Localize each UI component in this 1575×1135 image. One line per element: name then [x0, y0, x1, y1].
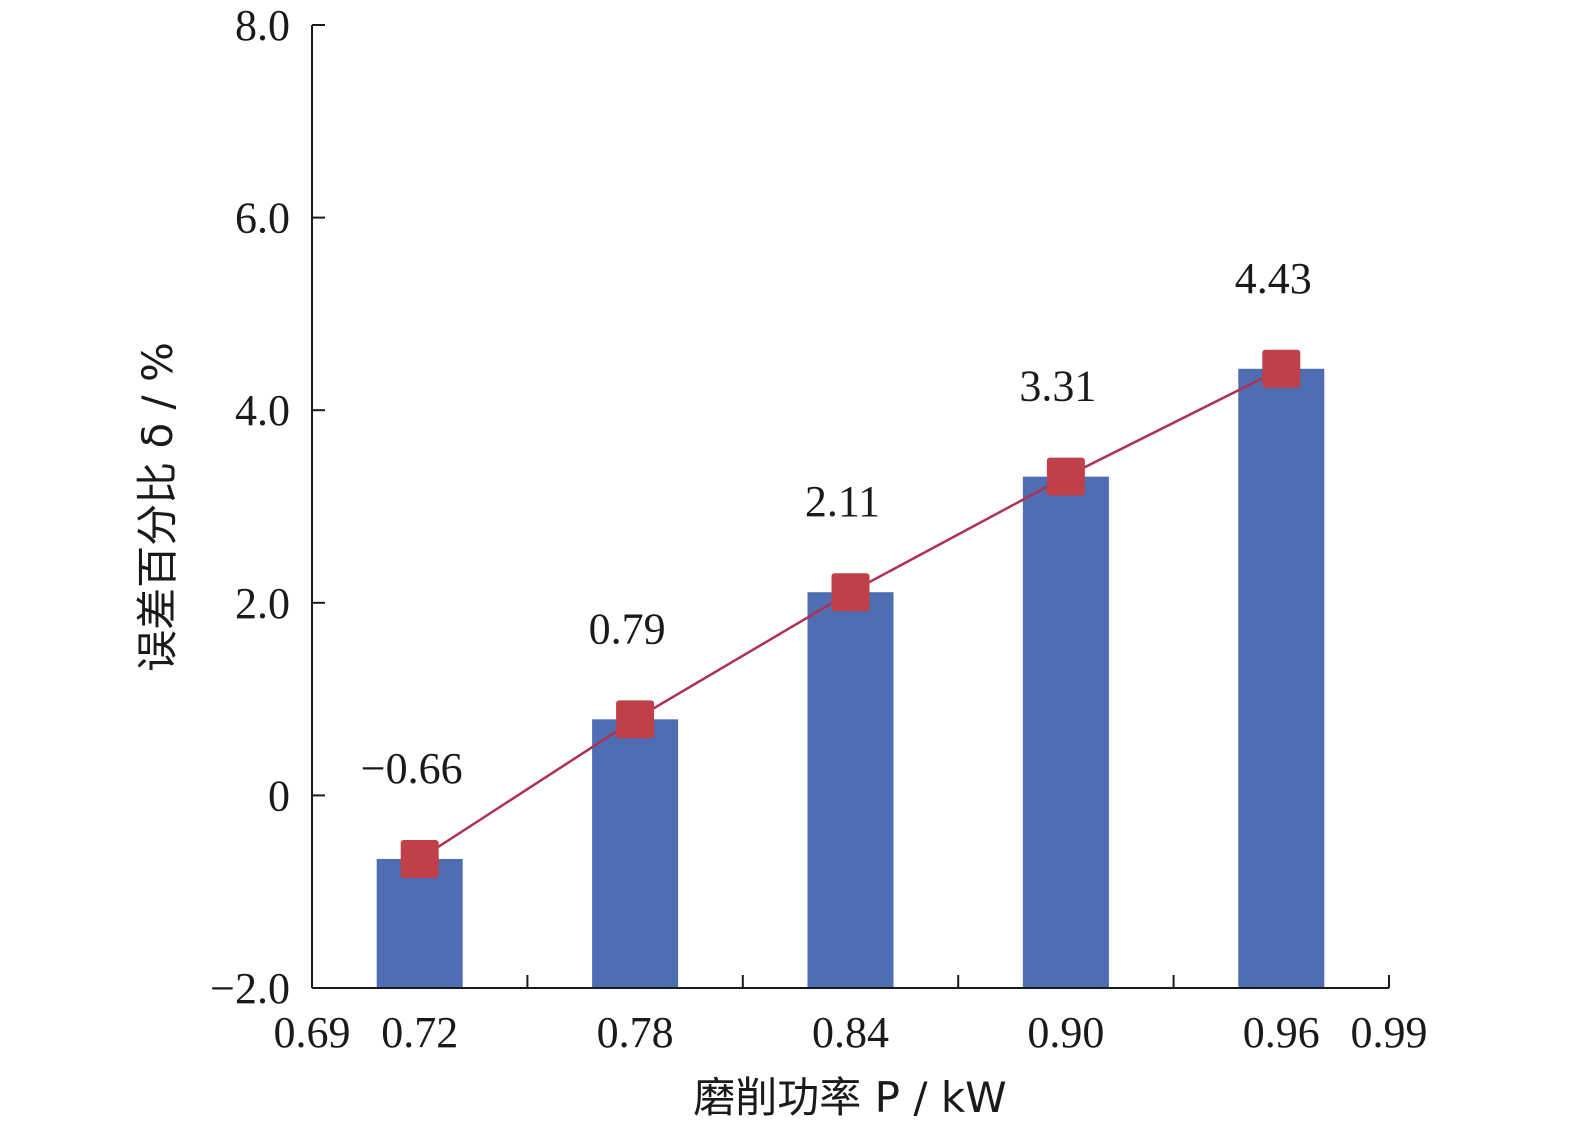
y-tick-label: 4.0: [235, 386, 290, 435]
y-ticks-group: −2.0 0 2.0 4.0 6.0 8.0: [210, 1, 325, 1013]
x-tick-label: 0.96: [1243, 1008, 1320, 1057]
y-tick-label: 8.0: [235, 1, 290, 50]
x-tick-label: 0.90: [1027, 1008, 1104, 1057]
x-ticks-group: 0.69 0.72 0.78 0.84 0.90 0.96 0.99: [274, 975, 1428, 1057]
x-tick-label: 0.84: [812, 1008, 889, 1057]
y-tick-label: 6.0: [235, 194, 290, 243]
bar: [376, 858, 463, 988]
y-axis-title: 误差百分比 δ / %: [133, 342, 182, 672]
data-label: −0.66: [361, 744, 463, 793]
x-tick-label: 0.72: [381, 1008, 458, 1057]
data-labels-group: −0.66 0.79 2.11 3.31 4.43: [361, 254, 1312, 793]
markers-group: [400, 349, 1301, 878]
data-label: 0.79: [589, 604, 666, 653]
line-marker: [400, 839, 439, 878]
data-label: 4.43: [1235, 254, 1312, 303]
x-axis-title: 磨削功率 P / kW: [693, 1073, 1006, 1122]
bar: [807, 592, 894, 988]
x-tick-label: 0.69: [274, 1008, 351, 1057]
line-marker: [1262, 349, 1301, 388]
y-tick-label: 0: [268, 771, 290, 820]
bars-group: [376, 368, 1325, 988]
x-tick-label: 0.99: [1351, 1008, 1428, 1057]
x-tick-label: 0.78: [597, 1008, 674, 1057]
line-marker: [1046, 457, 1085, 496]
bar: [1022, 476, 1109, 988]
line-marker: [831, 573, 870, 612]
y-tick-label: −2.0: [210, 964, 290, 1013]
bar: [1238, 368, 1325, 988]
data-label: 2.11: [805, 477, 880, 526]
line-marker: [616, 700, 655, 739]
axes-group: [311, 25, 1389, 989]
bar: [592, 719, 679, 988]
y-tick-label: 2.0: [235, 579, 290, 628]
data-label: 3.31: [1019, 362, 1096, 411]
